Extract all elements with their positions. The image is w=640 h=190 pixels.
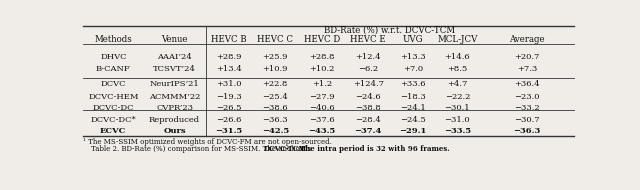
Text: −36.3: −36.3 — [262, 116, 288, 124]
Text: −43.5: −43.5 — [308, 127, 335, 135]
Text: +13.4: +13.4 — [216, 65, 242, 73]
Text: −24.1: −24.1 — [401, 104, 426, 112]
Text: −29.1: −29.1 — [399, 127, 427, 135]
Text: +36.4: +36.4 — [515, 80, 540, 88]
Text: −36.3: −36.3 — [513, 127, 541, 135]
Text: +7.0: +7.0 — [403, 65, 423, 73]
Text: +1.2: +1.2 — [312, 80, 332, 88]
Text: +25.9: +25.9 — [262, 53, 288, 61]
Text: ACMMM’22: ACMMM’22 — [149, 93, 200, 101]
Text: +4.7: +4.7 — [447, 80, 468, 88]
Text: −27.9: −27.9 — [309, 93, 335, 101]
Text: −25.4: −25.4 — [262, 93, 288, 101]
Text: Table 2. BD-Rate (%) comparison for MS-SSIM. The anchor is: Table 2. BD-Rate (%) comparison for MS-S… — [91, 145, 313, 153]
Text: Methods: Methods — [95, 35, 132, 44]
Text: .: . — [297, 145, 301, 153]
Text: −18.3: −18.3 — [401, 93, 426, 101]
Text: NeurIPS’21: NeurIPS’21 — [150, 80, 200, 88]
Text: CVPR’23: CVPR’23 — [156, 104, 193, 112]
Text: +33.6: +33.6 — [401, 80, 426, 88]
Text: −33.2: −33.2 — [515, 104, 540, 112]
Text: +14.6: +14.6 — [445, 53, 470, 61]
Text: +12.4: +12.4 — [355, 53, 381, 61]
Text: MCL-JCV: MCL-JCV — [437, 35, 477, 44]
Text: Average: Average — [509, 35, 545, 44]
Text: DCVC: DCVC — [100, 80, 126, 88]
Text: −33.5: −33.5 — [444, 127, 471, 135]
Text: +28.8: +28.8 — [309, 53, 335, 61]
Text: −22.2: −22.2 — [445, 93, 470, 101]
Text: B-CANF: B-CANF — [96, 65, 131, 73]
Text: ¹ The MS-SSIM optimized weights of DCVC-FM are not open-sourced.: ¹ The MS-SSIM optimized weights of DCVC-… — [83, 138, 332, 146]
Text: +7.3: +7.3 — [517, 65, 538, 73]
Text: −6.2: −6.2 — [358, 65, 378, 73]
Text: −31.0: −31.0 — [445, 116, 470, 124]
Text: −38.6: −38.6 — [262, 104, 288, 112]
Text: −38.8: −38.8 — [355, 104, 381, 112]
Text: +31.0: +31.0 — [216, 80, 241, 88]
Text: −37.4: −37.4 — [355, 127, 382, 135]
Text: +22.8: +22.8 — [262, 80, 288, 88]
Text: DCVC-DC*: DCVC-DC* — [90, 116, 136, 124]
Text: −37.6: −37.6 — [309, 116, 335, 124]
Text: Venue: Venue — [161, 35, 188, 44]
Text: TCSVT’24: TCSVT’24 — [153, 65, 196, 73]
Text: Reproduced: Reproduced — [149, 116, 200, 124]
Text: ECVC: ECVC — [100, 127, 127, 135]
Text: DCVC-DC: DCVC-DC — [93, 104, 134, 112]
Text: −19.3: −19.3 — [216, 93, 242, 101]
Text: Ours: Ours — [163, 127, 186, 135]
Text: +28.9: +28.9 — [216, 53, 241, 61]
Text: −24.6: −24.6 — [355, 93, 381, 101]
Text: HEVC C: HEVC C — [257, 35, 293, 44]
Text: −31.5: −31.5 — [215, 127, 243, 135]
Text: −40.6: −40.6 — [309, 104, 335, 112]
Text: −23.0: −23.0 — [515, 93, 540, 101]
Text: −26.5: −26.5 — [216, 104, 241, 112]
Text: +10.2: +10.2 — [309, 65, 335, 73]
Text: AAAI’24: AAAI’24 — [157, 53, 192, 61]
Text: −26.6: −26.6 — [216, 116, 241, 124]
Text: +124.7: +124.7 — [353, 80, 384, 88]
Text: +13.3: +13.3 — [401, 53, 426, 61]
Text: DCVC-HEM: DCVC-HEM — [88, 93, 139, 101]
Text: −30.7: −30.7 — [515, 116, 540, 124]
Text: −42.5: −42.5 — [262, 127, 289, 135]
Text: +20.7: +20.7 — [515, 53, 540, 61]
Text: The intra period is 32 with 96 frames.: The intra period is 32 with 96 frames. — [300, 145, 450, 153]
Text: BD-Rate (%) w.r.t. DCVC-TCM: BD-Rate (%) w.r.t. DCVC-TCM — [324, 26, 456, 35]
Text: +10.9: +10.9 — [262, 65, 288, 73]
Text: HEVC D: HEVC D — [303, 35, 340, 44]
Text: UVG: UVG — [403, 35, 424, 44]
Text: HEVC E: HEVC E — [351, 35, 386, 44]
Text: DCVC-TCM: DCVC-TCM — [263, 145, 307, 153]
Text: −28.4: −28.4 — [355, 116, 381, 124]
Text: −30.1: −30.1 — [445, 104, 470, 112]
Text: −24.5: −24.5 — [401, 116, 426, 124]
Text: HEVC B: HEVC B — [211, 35, 246, 44]
Text: DHVC: DHVC — [100, 53, 127, 61]
Text: +8.5: +8.5 — [447, 65, 468, 73]
